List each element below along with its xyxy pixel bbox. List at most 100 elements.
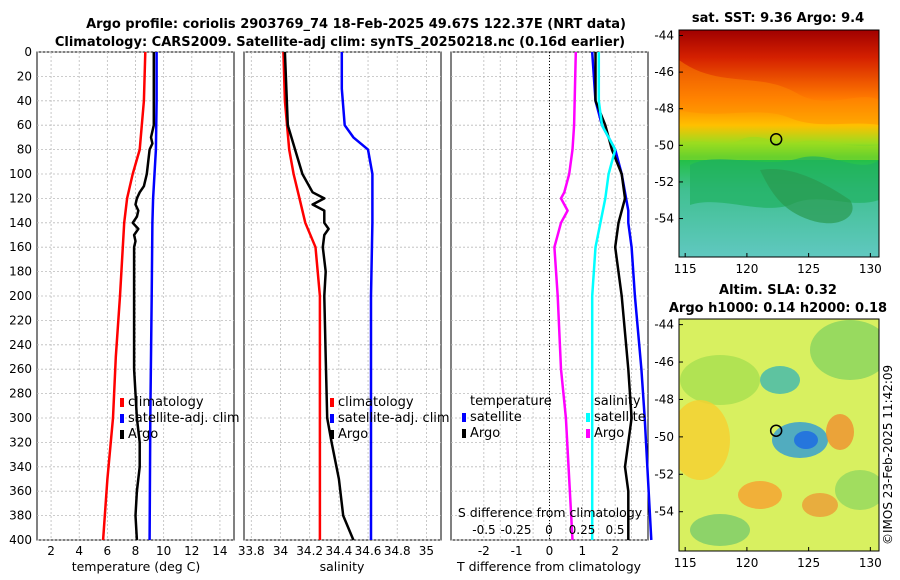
- y-tick-label: 340: [9, 460, 32, 474]
- legend-t-satellite: satellite: [470, 410, 522, 425]
- legend-swatch-s-argo: [586, 429, 590, 438]
- sst-front: [679, 136, 879, 160]
- x-tick-label: -2: [478, 544, 490, 558]
- y-tick-label: 60: [17, 118, 32, 132]
- legend-swatch-climatology: [120, 398, 124, 407]
- y-tick-label: 0: [24, 45, 32, 59]
- s-tick-label: -0.25: [500, 523, 531, 537]
- legend-argo: Argo: [128, 427, 158, 442]
- x-tick-label: 12: [184, 544, 199, 558]
- x-tick-label: 33.8: [238, 544, 265, 558]
- sla-patch: [835, 470, 879, 510]
- x-tick-label: 8: [132, 544, 140, 558]
- legend-swatch-t-argo: [462, 429, 466, 438]
- lon-tick-label: 120: [735, 262, 758, 276]
- x-tick-label: 6: [104, 544, 112, 558]
- y-tick-label: 20: [17, 69, 32, 83]
- legend-swatch-s-satellite: [586, 413, 590, 422]
- y-tick-label: 100: [9, 167, 32, 181]
- legend-temperature-title: temperature: [470, 394, 552, 409]
- lat-tick-label: -52: [654, 175, 674, 189]
- lat-tick-label: -48: [654, 392, 674, 406]
- x-tick-label: 1: [579, 544, 587, 558]
- sla-low: [760, 366, 800, 394]
- x-tick-label: 4: [75, 544, 83, 558]
- sla-high: [826, 414, 854, 450]
- series-line-satellite-adj-clim: [148, 52, 158, 541]
- sla-map-frame: [678, 318, 880, 552]
- s-difference-tick-labels: -0.5 -0.25 0 0.25 0.5: [472, 523, 624, 537]
- sla-low-core: [794, 431, 818, 449]
- x-tick-label: 2: [611, 544, 619, 558]
- sst-warm-band: [679, 60, 879, 125]
- s-tick-label: 0: [545, 523, 553, 537]
- y-tick-label: 160: [9, 240, 32, 254]
- lon-tick-label: 115: [674, 262, 697, 276]
- sla-patch: [680, 355, 760, 405]
- y-tick-label: 120: [9, 191, 32, 205]
- series-line-salinity-argo: [553, 51, 578, 541]
- sla-map-panel: Altim. SLA: 0.32 Argo h1000: 0.14 h2000:…: [654, 283, 887, 570]
- y-tick-label: 320: [9, 435, 32, 449]
- lon-tick-label: 130: [859, 556, 882, 570]
- lat-tick-label: -54: [654, 505, 674, 519]
- series-line-salinity-satellite: [590, 52, 617, 540]
- sst-map-panel: sat. SST: 9.36 Argo: 9.4 115 120 125 130 -44…: [654, 11, 881, 276]
- y-tick-label: 240: [9, 338, 32, 352]
- x-tick-label: 34.8: [384, 544, 411, 558]
- x-tick-label: 10: [156, 544, 171, 558]
- sla-patch: [679, 400, 730, 480]
- temperature-legend: climatology satellite-adj. clim Argo: [120, 395, 240, 442]
- x-tick-label: 34.6: [355, 544, 382, 558]
- imos-watermark: ©IMOS 23-Feb-2025 11:42:09: [881, 365, 895, 545]
- lon-tick-label: 120: [735, 556, 758, 570]
- depth-tick-labels: 0 20 40 60 80 100 120 140 160 180 200 220 240 260 280 3…: [9, 45, 32, 547]
- lat-tick-label: -44: [654, 318, 674, 332]
- legend-argo: Argo: [338, 427, 368, 442]
- y-tick-label: 220: [9, 313, 32, 327]
- y-tick-label: 300: [9, 411, 32, 425]
- t-difference-xlabel: T difference from climatology: [456, 559, 642, 574]
- x-tick-label: 34.4: [325, 544, 352, 558]
- lon-tick-label: 125: [797, 262, 820, 276]
- y-tick-label: 380: [9, 509, 32, 523]
- x-tick-label: 14: [212, 544, 227, 558]
- lon-tick-label: 125: [797, 556, 820, 570]
- salinity-tick-labels: 33.8 34 34.2 34.4 34.6 34.8 35: [238, 544, 434, 558]
- sla-map-title: Altim. SLA: 0.32: [719, 283, 837, 298]
- difference-tick-labels: -2 -1 0 1 2: [478, 544, 619, 558]
- temperature-tick-labels: 2 4 6 8 10 12 14: [47, 544, 227, 558]
- x-tick-label: 34: [273, 544, 288, 558]
- legend-s-satellite: satellite: [594, 410, 646, 425]
- series-line-climatology: [282, 51, 322, 540]
- lat-tick-label: -52: [654, 467, 674, 481]
- legend-climatology: climatology: [128, 395, 204, 410]
- difference-panel: -2 -1 0 1 2 T difference from climatology S …: [450, 51, 653, 574]
- legend-t-argo: Argo: [470, 426, 500, 441]
- lat-tick-label: -44: [654, 28, 674, 42]
- lat-tick-label: -50: [654, 430, 674, 444]
- x-tick-label: 35: [419, 544, 434, 558]
- temperature-panel: 0 20 40 60 80 100 120 140 160 180 200 220 240 260 280 3…: [9, 45, 240, 574]
- s-tick-label: -0.5: [472, 523, 495, 537]
- s-tick-label: 0.5: [605, 523, 624, 537]
- salinity-panel: 33.8 34 34.2 34.4 34.6 34.8 35 salinity climat…: [238, 51, 450, 574]
- sla-high: [738, 481, 782, 509]
- x-tick-label: 2: [47, 544, 55, 558]
- legend-swatch-argo: [330, 430, 334, 439]
- s-tick-label: 0.25: [569, 523, 596, 537]
- y-tick-label: 40: [17, 94, 32, 108]
- lat-tick-label: -54: [654, 212, 674, 226]
- lat-tick-label: -50: [654, 138, 674, 152]
- difference-legend: temperature satellite Argo salinity sate…: [462, 394, 646, 441]
- lon-tick-label: 130: [859, 262, 882, 276]
- x-tick-label: 34.2: [296, 544, 323, 558]
- temperature-xlabel: temperature (deg C): [72, 559, 201, 574]
- difference-grid: [451, 51, 648, 541]
- temperature-grid: [37, 51, 234, 541]
- legend-s-argo: Argo: [594, 426, 624, 441]
- lon-tick-label: 115: [674, 556, 697, 570]
- sla-patch: [690, 514, 750, 546]
- legend-swatch-climatology: [330, 398, 334, 407]
